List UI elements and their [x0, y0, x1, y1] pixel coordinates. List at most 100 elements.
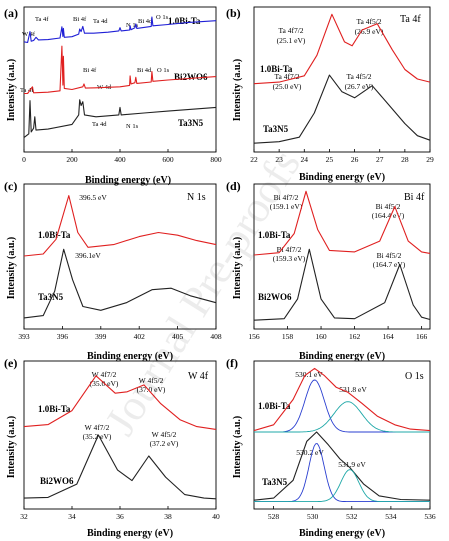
spectrum-1-2 [23, 99, 217, 139]
spectrum-3-1 [23, 248, 217, 319]
series-label-d-1: Bi2WO6 [258, 292, 292, 302]
peak-f-3: 531.9 eV [338, 460, 366, 469]
spectrum-6-0 [253, 367, 431, 432]
panel-label-a: (a) [4, 6, 18, 20]
spectrum-5-1 [23, 434, 217, 500]
spectrum-1-0 [23, 16, 217, 44]
peak-c-0: 396.5 eV [79, 193, 107, 202]
series-label-c-1: Ta3N5 [38, 292, 64, 302]
fit-component-6-2 [254, 442, 430, 503]
peak-b-1: Ta 4f5/2 [356, 17, 381, 26]
series-label-b-0: 1.0Bi-Ta [260, 64, 293, 74]
series-label-a-1: Bi2WO6 [174, 72, 208, 82]
x-tick-label-2-3: 25 [326, 155, 334, 164]
peak-d-0: Bi 4f7/2 [274, 193, 299, 202]
spectrum-4-0 [253, 190, 431, 256]
peak-b-1-energy: (26.9 eV) [355, 27, 384, 36]
peak-d-1: Bi 4f5/2 [376, 202, 401, 211]
x-tick-label-2-2: 24 [301, 155, 309, 164]
annot-a-7: Bi 4f [83, 67, 97, 74]
chart-5: 32 34 36 38 40 [20, 360, 220, 521]
corner-label-e: W 4f [188, 371, 209, 382]
x-tick-label-2-4: 26 [351, 155, 359, 164]
x-tick-label-3-1: 396 [57, 332, 69, 341]
x-tick-label-4-0: 156 [248, 332, 260, 341]
series-label-c-0: 1.0Bi-Ta [38, 230, 71, 240]
peak-e-0: W 4f7/2 [92, 370, 117, 379]
x-tick-label-3-3: 402 [134, 332, 146, 341]
peak-e-1-energy: (37.0 eV) [137, 385, 166, 394]
x-tick-label-6-3: 534 [385, 512, 397, 521]
x-tick-label-4-5: 166 [416, 332, 428, 341]
spectrum-3-0 [23, 195, 217, 257]
ylabel-e: Intensity (a.u.) [6, 416, 17, 479]
panel-label-d: (d) [226, 179, 241, 193]
series-label-e-1: Bi2WO6 [40, 476, 74, 486]
x-tick-label-3-4: 405 [172, 332, 184, 341]
series-label-a-0: 1.0Bi-Ta [168, 16, 201, 26]
xlabel-c: Binding energy (eV) [87, 351, 173, 362]
plot-frame-3 [23, 183, 217, 330]
x-tick-label-1-1: 200 [66, 155, 78, 164]
x-tick-label-6-0: 528 [268, 512, 280, 521]
x-tick-label-4-3: 162 [349, 332, 361, 341]
peak-e-1: W 4f5/2 [139, 376, 164, 385]
plot-frame-4 [253, 183, 431, 330]
fit-component-6-1 [254, 401, 430, 433]
annot-a-1: Bi 4f [73, 16, 87, 23]
spectrum-1-1 [24, 45, 217, 95]
peak-c-1: 396.1eV [75, 251, 101, 260]
x-tick-label-1-0: 0 [22, 155, 26, 164]
ylabel-c: Intensity (a.u.) [6, 237, 17, 300]
annot-a-0: Ta 4f [35, 16, 49, 23]
spectrum-2-0 [253, 13, 431, 85]
peak-b-2: Ta 4f7/2 [274, 72, 299, 81]
ylabel-a: Intensity (a.u.) [6, 59, 17, 122]
x-tick-label-1-4: 800 [210, 155, 222, 164]
peak-b-0-energy: (25.1 eV) [277, 36, 306, 45]
peak-d-2: Bi 4f7/2 [277, 245, 302, 254]
chart-2: 22 23 24 25 26 27 28 29 [250, 6, 434, 164]
x-tick-label-5-3: 38 [164, 512, 172, 521]
x-tick-label-6-1: 530 [307, 512, 319, 521]
peak-d-3-energy: (164.7 eV) [373, 260, 406, 269]
xlabel-e: Binding energy (eV) [87, 528, 173, 539]
fit-component-6-3 [254, 469, 430, 503]
series-labels: 1.0Bi-Ta Bi2WO6 Ta3N5 1.0Bi-Ta Ta3N5 1.0… [38, 16, 293, 487]
xlabel-a: Binding energy (eV) [85, 175, 171, 186]
chart-3: 393 396 399 402 405 408 [18, 183, 222, 341]
spectrum-5-0 [23, 375, 217, 430]
corner-label-f: O 1s [405, 371, 424, 382]
xlabel-b: Binding energy (eV) [299, 172, 385, 183]
x-tick-label-1-2: 400 [114, 155, 126, 164]
xlabel-f: Binding energy (eV) [299, 528, 385, 539]
peak-f-0: 530.1 eV [295, 370, 323, 379]
chart-6: 528 530 532 534 536 [253, 360, 436, 521]
ylabel-f: Intensity (a.u.) [232, 416, 243, 479]
spectrum-6-1 [253, 431, 431, 501]
x-tick-label-2-1: 23 [275, 155, 283, 164]
chart-4: 156 158 160 162 164 166 [248, 183, 431, 341]
x-tick-label-4-4: 164 [382, 332, 394, 341]
peak-b-0: Ta 4f7/2 [278, 26, 303, 35]
plot-frame-6 [253, 360, 431, 510]
series-label-e-0: 1.0Bi-Ta [38, 404, 71, 414]
annot-a-9: Bi 4d [137, 67, 152, 74]
x-tick-label-3-0: 393 [18, 332, 30, 341]
panel-label-e: (e) [4, 356, 17, 370]
peak-d-3: Bi 4f5/2 [377, 251, 402, 260]
plot-layer: 0 200 400 600 800 22 23 24 25 26 27 28 29 393 396 399 40… [18, 6, 436, 521]
spectrum-4-1 [253, 248, 431, 321]
spectrum-2-1 [253, 74, 431, 144]
series-label-b-1: Ta3N5 [263, 124, 289, 134]
peak-f-2: 530.2 eV [296, 448, 324, 457]
x-tick-label-6-2: 532 [346, 512, 358, 521]
x-tick-label-3-2: 399 [95, 332, 107, 341]
peak-b-2-energy: (25.0 eV) [273, 82, 302, 91]
xlabel-d: Binding energy (eV) [299, 351, 385, 362]
x-tick-label-2-6: 28 [401, 155, 409, 164]
series-label-f-0: 1.0Bi-Ta [258, 401, 291, 411]
x-tick-label-4-1: 158 [282, 332, 294, 341]
series-label-f-1: Ta3N5 [262, 477, 288, 487]
